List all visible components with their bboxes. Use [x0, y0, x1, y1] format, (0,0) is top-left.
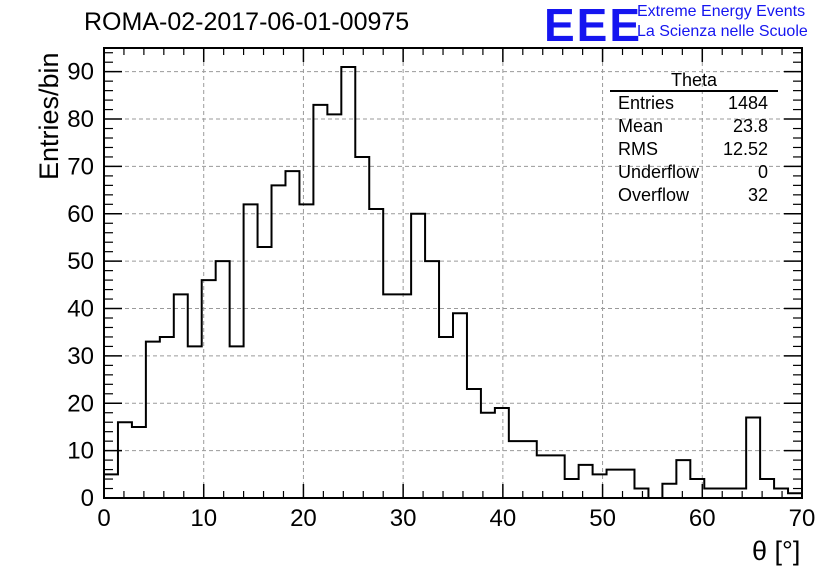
stats-value: 23.8 — [732, 116, 768, 136]
stats-row-entries: Entries 1484 — [610, 92, 778, 115]
histogram-bin — [202, 280, 216, 498]
histogram-bin — [369, 209, 383, 498]
histogram-bin — [621, 470, 635, 498]
y-tick-label: 0 — [81, 485, 94, 512]
histogram-bin — [551, 455, 565, 498]
histogram-bin — [383, 294, 397, 498]
stats-label: RMS — [618, 139, 658, 159]
stats-label: Entries — [618, 93, 675, 113]
histogram-bin — [397, 294, 411, 498]
histogram-bin — [299, 204, 313, 498]
y-tick-label: 50 — [67, 248, 94, 275]
y-axis-label: Entries/bin — [34, 52, 64, 180]
y-tick-label: 20 — [67, 390, 94, 417]
x-tick-label: 60 — [689, 505, 716, 532]
stats-value: 32 — [747, 185, 768, 205]
stats-title: Theta — [610, 70, 778, 92]
histogram-bin — [132, 427, 146, 498]
y-tick-label: 60 — [67, 201, 94, 228]
histogram-bin — [537, 455, 551, 498]
histogram-bin — [118, 422, 132, 498]
histogram-bin — [230, 346, 244, 498]
logo-line-2: La Scienza nelle Scuole — [637, 23, 808, 40]
histogram-bin — [746, 417, 760, 498]
histogram-bin — [676, 460, 690, 498]
x-tick-label: 10 — [190, 505, 217, 532]
x-tick-label: 70 — [789, 505, 816, 532]
stats-value: 0 — [757, 162, 768, 182]
histogram-bin — [425, 261, 439, 498]
histogram-bin — [634, 489, 648, 498]
histogram-bin — [146, 342, 160, 498]
grid-lines — [104, 48, 802, 498]
histogram-bin — [579, 465, 593, 498]
histogram-bin — [760, 479, 774, 498]
histogram-bin — [662, 484, 676, 498]
logo-line-1: Extreme Energy Events — [637, 3, 806, 20]
tick-labels: 0 10 20 30 40 50 60 70 0 10 20 30 40 50 60 70 80 90 — [67, 59, 815, 532]
histogram-bin — [174, 294, 188, 498]
histogram-bin — [718, 489, 732, 498]
histogram-bin — [313, 105, 327, 498]
stats-row-rms: RMS 12.52 — [610, 138, 778, 161]
histogram-bin — [774, 489, 788, 498]
histogram-bin — [411, 214, 425, 498]
stats-value: 12.52 — [722, 139, 768, 159]
histogram-bin — [690, 479, 704, 498]
histogram-step-line — [104, 65, 802, 499]
histogram-bin — [495, 408, 509, 498]
y-tick-label: 80 — [67, 106, 94, 133]
stats-row-mean: Mean 23.8 — [610, 115, 778, 138]
y-tick-label: 40 — [67, 296, 94, 323]
y-tick-label: 90 — [67, 59, 94, 86]
y-tick-label: 70 — [67, 153, 94, 180]
x-axis-label: θ [°] — [752, 536, 801, 566]
plot-frame — [103, 47, 803, 499]
histogram-bin — [341, 67, 355, 498]
stats-row-underflow: Underflow 0 — [610, 161, 778, 184]
histogram-bin — [244, 204, 258, 498]
histogram-bin — [258, 247, 272, 498]
histogram-bin — [704, 489, 718, 498]
stats-label: Underflow — [618, 162, 700, 182]
histogram-bin — [104, 474, 118, 498]
histogram-bin — [467, 389, 481, 498]
stats-value: 1484 — [727, 93, 768, 113]
x-tick-label: 20 — [290, 505, 317, 532]
stats-label: Overflow — [618, 185, 690, 205]
histogram-bin — [509, 441, 523, 498]
histogram-bin — [523, 441, 537, 498]
eee-logo-text: Extreme Energy Events La Scienza nelle S… — [637, 2, 808, 42]
histogram-bin — [593, 474, 607, 498]
histogram-bin — [188, 346, 202, 498]
histogram-bin — [439, 337, 453, 498]
y-tick-label: 30 — [67, 343, 94, 370]
eee-logo: EEE — [544, 0, 643, 51]
histogram-bin — [216, 261, 230, 498]
histogram-bin — [355, 157, 369, 498]
histogram-bin — [285, 171, 299, 498]
x-tick-label: 0 — [97, 505, 110, 532]
histogram-bin — [453, 313, 467, 498]
x-tick-label: 50 — [589, 505, 616, 532]
run-title: ROMA-02-2017-06-01-00975 — [84, 8, 410, 36]
stats-row-overflow: Overflow 32 — [610, 184, 778, 207]
histogram-bin — [272, 185, 286, 498]
histogram-bin — [732, 489, 746, 498]
histogram-bin — [481, 413, 495, 498]
histogram-bin — [607, 470, 621, 498]
histogram-bin — [160, 337, 174, 498]
x-tick-label: 40 — [490, 505, 517, 532]
histogram-bin — [327, 114, 341, 498]
histogram-bin — [565, 479, 579, 498]
y-tick-label: 10 — [67, 438, 94, 465]
stats-box: Theta Entries 1484 Mean 23.8 RMS 12.52 U… — [610, 70, 778, 207]
histogram-bin — [788, 493, 802, 498]
stats-label: Mean — [618, 116, 664, 136]
x-tick-label: 30 — [390, 505, 417, 532]
